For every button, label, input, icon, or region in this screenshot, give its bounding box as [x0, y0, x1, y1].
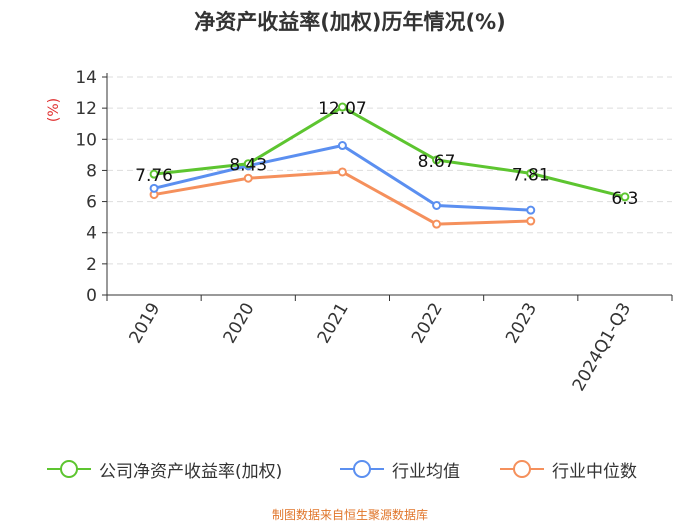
legend-marker-icon — [340, 460, 384, 478]
y-tick-label: 10 — [75, 130, 97, 150]
x-tick-label: 2023 — [502, 300, 541, 347]
series-line — [153, 105, 626, 199]
y-axis-label: (%) — [46, 98, 62, 122]
legend-item: 行业均值 — [338, 455, 460, 483]
data-point — [432, 155, 442, 165]
y-tick-label: 0 — [86, 286, 97, 306]
y-tick-label: 14 — [75, 68, 97, 88]
data-point — [149, 169, 159, 179]
y-tick-label: 6 — [86, 193, 97, 213]
legend-marker-icon — [47, 460, 91, 478]
series-line — [153, 170, 531, 226]
series-lines — [149, 102, 630, 229]
data-label: 12.07 — [318, 99, 367, 119]
series-line — [153, 144, 531, 212]
data-point — [243, 173, 253, 183]
data-label: 7.76 — [135, 166, 173, 186]
legend-label: 公司净资产收益率(加权) — [99, 461, 283, 482]
x-tick-label: 2024Q1-Q3 — [569, 300, 636, 395]
y-tick-labels: 0 2 4 6 8 10 12 14 — [75, 68, 97, 306]
data-point — [526, 205, 536, 215]
data-label: 8.67 — [418, 152, 456, 172]
data-point — [432, 200, 442, 210]
data-labels: 7.76 8.43 12.07 8.67 7.81 6.3 — [135, 99, 638, 209]
data-point — [337, 102, 347, 112]
y-tick-label: 2 — [86, 255, 97, 275]
legend-item: 行业中位数 — [498, 455, 637, 483]
y-tick-label: 8 — [86, 161, 97, 181]
x-tick-label: 2019 — [125, 300, 164, 347]
data-point — [337, 141, 347, 151]
y-tick-label: 12 — [75, 99, 97, 119]
data-point — [149, 183, 159, 193]
x-tick-label: 2021 — [314, 300, 353, 347]
data-point — [243, 159, 253, 169]
x-tick-labels: 2019 2020 2021 2022 2023 2024Q1-Q3 — [125, 300, 635, 395]
chart-title: 净资产收益率(加权)历年情况(%) — [194, 10, 506, 34]
data-point — [526, 216, 536, 226]
x-tick-label: 2020 — [220, 300, 259, 347]
data-point — [432, 219, 442, 229]
legend: 公司净资产收益率(加权) 行业均值 行业中位数 — [0, 455, 700, 483]
legend-label: 行业均值 — [392, 461, 460, 482]
source-note: 制图数据来自恒生聚源数据库 — [271, 508, 428, 522]
data-point — [337, 167, 347, 177]
x-tick-label: 2022 — [408, 300, 447, 347]
legend-item: 公司净资产收益率(加权) — [45, 455, 282, 483]
data-label: 7.81 — [512, 165, 550, 185]
y-tick-label: 4 — [86, 224, 97, 244]
legend-label: 行业中位数 — [552, 461, 637, 482]
data-label: 6.3 — [611, 189, 638, 209]
data-point — [620, 192, 630, 202]
axes — [102, 73, 673, 301]
legend-marker-icon — [500, 460, 544, 478]
data-point — [526, 168, 536, 178]
data-label: 8.43 — [229, 156, 267, 176]
